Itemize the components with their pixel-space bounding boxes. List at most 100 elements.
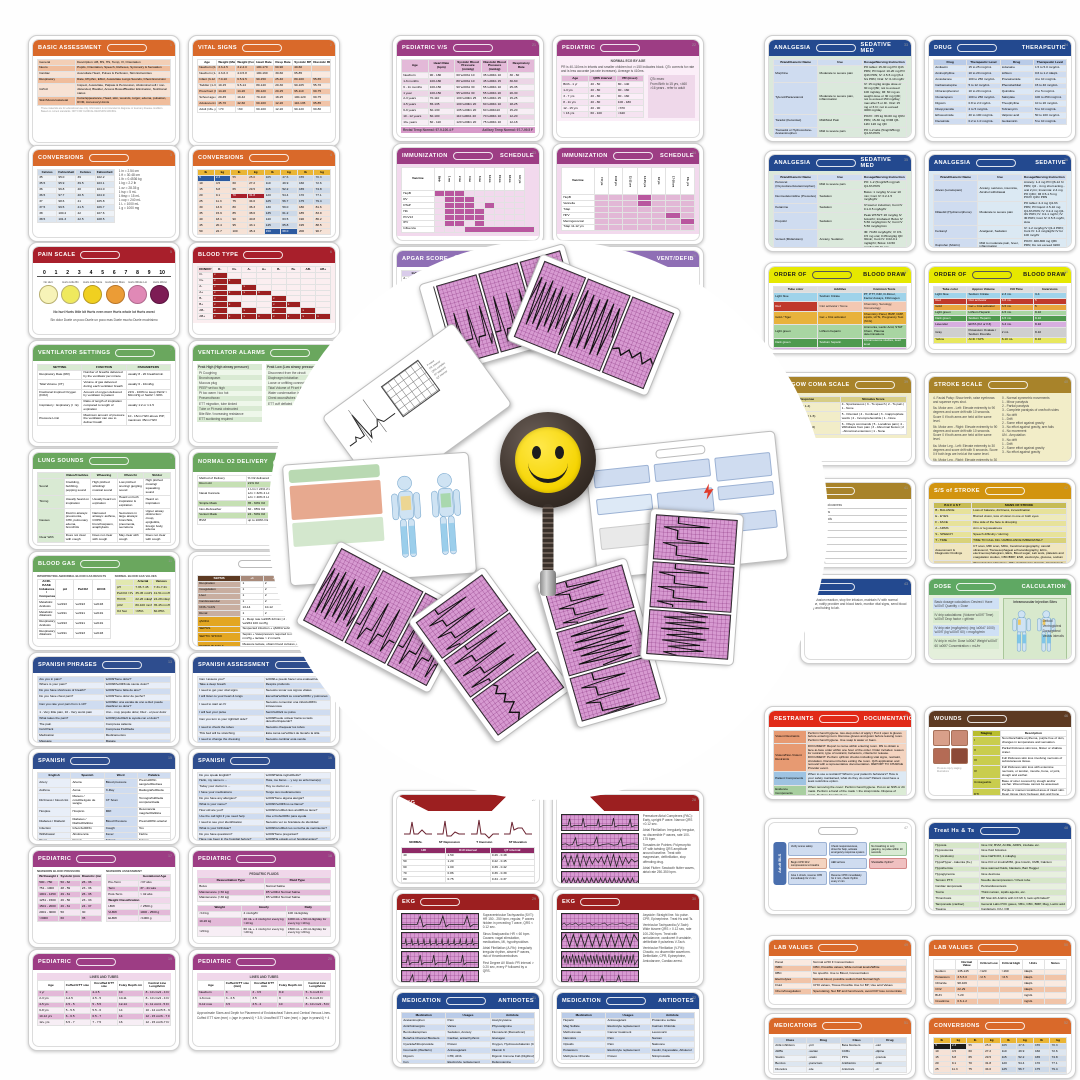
page-number: 2 (330, 43, 332, 47)
page-number: 40 (1064, 380, 1068, 384)
card-blood-gas[interactable]: BLOOD GAS 11 INTERPRETING ABNORMAL BLOOD… (28, 551, 180, 651)
therapeutic-levels-table: Drug Therapeutic Level Drug Therapeutic Lev… (932, 59, 1068, 125)
badge-slot (600, 44, 641, 52)
fan-ekg-measurement-card[interactable]: P wave PR interval QRS complex ST segment QT… (321, 322, 513, 500)
card-analgesia-1[interactable]: ANALGESIA SEDATIVE MED 33 Brand/Generic N… (764, 35, 916, 142)
badge-slot (978, 944, 1019, 952)
conversion-table-right: lb kg lb kg lb kg lb kg 5 2.3 55 25.0 105 47.6 155 70.… (933, 1037, 1067, 1074)
peds-lines-table-2: Age Cuffed ETT size (mm) Uncuffed ETT mm Fo… (197, 980, 331, 1009)
badge-slot (76, 958, 117, 966)
card-analgesia-2[interactable]: ANALGESIA SEDATIVE MED 35 Brand/Generic N… (764, 150, 916, 252)
page-number: 19 (168, 957, 172, 961)
badge-slot (655, 444, 706, 459)
card-lung-sounds[interactable]: LUNG SOUNDS 9 Rales/Crackles Wheezing Rhon… (28, 448, 180, 550)
badge-reel[interactable] (500, 412, 596, 596)
card-conversions-weight[interactable]: CONVERSIONS 4 lb kg lb kg lb kg lb kg 5 2.3 55 25.… (188, 145, 340, 242)
immunization-grid-1: Vaccine Birth 1 mo 2 mo 4 mo 6 mo 12 mo 15 mo 18… (401, 166, 536, 233)
page-number: 13 (168, 660, 172, 664)
ekg-wave-normal (403, 821, 432, 835)
card-ekg-rhythms-2[interactable]: EKG 29 Supraventricular Tachycardia (SVT… (392, 889, 544, 987)
card-lab-values-1[interactable]: LAB VALUES 49 Panel Normal at 50 F Concen… (764, 935, 916, 1009)
card-basic-assessment[interactable]: BASIC ASSESSMENT 1 General Description: A… (28, 35, 180, 147)
card-adult-bls[interactable]: 47 Adult BLS Verify scene safety Check r… (764, 818, 916, 915)
card-stroke-scale[interactable]: STROKE SCALE 40 4. Facial Palsy: Show te… (924, 372, 1076, 466)
fan-ekg-card-6[interactable] (639, 507, 745, 667)
restraints-table: Violent Restraints Perform hand hygiene, … (773, 729, 908, 795)
badge-slot (815, 44, 856, 52)
card-medication-antidotes-1[interactable]: MEDICATION ANTIDOTES 31 Medication Usages A… (392, 988, 544, 1068)
card-title: LAB VALUES (934, 945, 974, 951)
badge-slot (811, 271, 852, 279)
card-medication-antidotes-2[interactable]: MEDICATION ANTIDOTES 32 Medication Usages A… (552, 988, 704, 1068)
badge-slot (236, 958, 277, 966)
card-analgesia-3[interactable]: ANALGESIA SEDATIVE 36 Brand/Generic Name U… (924, 150, 1076, 252)
badge-slot (88, 457, 129, 465)
card-spanish-vocab[interactable]: SPANISH 15 English Spanish Word Palabra Art… (28, 748, 180, 845)
card-ventilator-settings[interactable]: VENTILATOR SETTINGS 7 SETTING FUNCTION PAR… (28, 340, 180, 447)
fan-ekg-card-5[interactable] (535, 556, 669, 730)
badge-slot (236, 855, 277, 863)
card-dose-calculation[interactable]: DOSE CALCULATION 44 Basic dosage calculat… (924, 574, 1076, 664)
page-number: 5 (170, 250, 172, 254)
card-treat-hs-ts[interactable]: Treat Hs & Ts 48 Hypoxia Give O2, BVM, AC… (924, 818, 1076, 915)
card-ekg-intervals[interactable]: EKG 27 NORMAL ST Depression T Inversion … (392, 790, 544, 888)
card-ss-of-stroke[interactable]: S/S of STROKE 42 B E F A S T SIGNS OF STR… (924, 478, 1076, 568)
card-pediatric-fluids[interactable]: PEDIATRIC 18 PEDIATRIC FLUIDS Resuscitat… (188, 846, 340, 948)
page-number: 37 (904, 270, 908, 274)
analgesia-table-3: Brand/Generic Name Use Dosage/Nursing Inst… (932, 174, 1068, 247)
badge-slot (957, 44, 998, 52)
card-header: BASIC ASSESSMENT (33, 40, 175, 56)
card-medications-suffix[interactable]: MEDICATIONS 51 Class Drug Class Drug ACE in… (764, 1013, 916, 1079)
card-title: LAB VALUES (774, 945, 814, 951)
card-drug-therapeutic[interactable]: DRUG THERAPEUTIC 34 Drug Therapeutic Level… (924, 35, 1076, 142)
fan-acls-algorithm-card[interactable] (583, 430, 789, 580)
card-spanish-phrases[interactable]: SPANISH PHRASES 13 Are you in pain? \u00b… (28, 652, 180, 747)
weight-conversion-table: lb kg lb kg lb kg lb kg 5 2.3 55 25.0 105 47.6 155 70.… (197, 169, 331, 235)
card-title: WOUNDS (934, 716, 962, 722)
card-restraints[interactable]: RESTRAINTS DOCUMENTATION 45 Violent Restr… (764, 706, 916, 800)
page-number: 30 (692, 897, 696, 901)
card-pediatric-vs[interactable]: PEDIATRIC V/S 21 Age Heart Rate (bpm) Syst… (392, 35, 544, 142)
fan-assessment-figure-card[interactable] (281, 451, 478, 587)
card-order-blood-draw-1[interactable]: ORDER OF BLOOD DRAW 37 Tube color Additive… (764, 262, 916, 354)
card-ekg-rhythms-1[interactable]: 28 Premature Atrial Complexes (PAC): Ear… (552, 790, 704, 888)
ecg-blurb: PR is 40-110ms in infants and smaller ch… (561, 65, 695, 74)
card-conversions-temp[interactable]: CONVERSIONS 3 Celsius Fahrenheit Celsius Fa… (28, 145, 180, 242)
spanish-vocab-table: English Spanish Word Palabra Artery Arteria B… (36, 772, 172, 840)
badge-slot (106, 44, 147, 52)
ekg-complex-diagram (348, 399, 396, 447)
blood-draw-order-table-2: Tube color Approx Volume Fill Time Inversio… (932, 286, 1068, 344)
ekg-wave-labels: NORMAL ST Depression T Inversion ST Elev… (409, 840, 527, 844)
badge-slot (580, 898, 621, 906)
card-title-right: BLOOD DRAW (1023, 272, 1066, 278)
page-number: 1 (170, 43, 172, 47)
card-pediatric-lines-2[interactable]: PEDIATRIC 20 LINES AND TUBES Age Cuffed E… (188, 949, 340, 1051)
page-number: 29 (532, 897, 536, 901)
card-pediatric-newborn[interactable]: PEDIATRIC 17 NEWBORN BLOOD PRESSURE Birt… (28, 846, 180, 948)
card-wounds[interactable]: WOUNDS 46 Pressure injury staging illust… (924, 706, 1076, 800)
badge-slot (80, 560, 121, 568)
fan-ekg-card-4[interactable] (407, 565, 573, 745)
card-conversions-right[interactable]: CONVERSIONS 52 lb kg lb kg lb kg lb kg 5 2.3 55 25… (924, 1013, 1076, 1079)
badge-slot (987, 381, 1028, 389)
card-pediatric-lines-1[interactable]: PEDIATRIC 19 LINES AND TUBES Age Cuffed E… (28, 949, 180, 1051)
badge-slot (88, 154, 129, 162)
card-title: SPANISH (198, 758, 226, 764)
card-blood-type[interactable]: BLOOD TYPE 6 DONOR \u2192O-O+A-A+B-B+AB-… (188, 242, 340, 339)
card-ekg-rhythms-3[interactable]: EKG 30 Asystole: Straight line. No pulse… (552, 889, 704, 987)
card-title: Treat Hs & Ts (934, 828, 975, 834)
card-pediatric-ecg[interactable]: PEDIATRIC 22 NORMAL ECG BY AGE PR is 40-… (552, 35, 704, 142)
card-pain-scale[interactable]: PAIN SCALE 5 0 1 2 3 4 5 6 7 8 9 10 No Hurt Hurts … (28, 242, 180, 339)
card-immunization-1[interactable]: IMMUNIZATION SCHEDULE 23 Vaccine Birth 1 mo… (392, 143, 544, 245)
badge-reel-hub[interactable] (500, 412, 596, 508)
fan-ekg-card-2[interactable] (505, 252, 683, 398)
card-spanish-intro[interactable]: SPANISH 16 Do you speak English? \u00bfHa… (188, 748, 340, 845)
card-order-blood-draw-2[interactable]: ORDER OF BLOOD DRAW 38 Tube color Approx V… (924, 262, 1076, 354)
page-number: 32 (692, 996, 696, 1000)
card-immunization-2[interactable]: IMMUNIZATION SCHEDULE 24 Vaccine 7-8 yrs 9-… (552, 143, 704, 245)
card-lab-values-2[interactable]: LAB VALUES 50 Normal Value Critical Low Cr… (924, 935, 1076, 1009)
page-number: 26 (692, 254, 696, 258)
spanish-assessment-table: Can I assess you? \u00bfLe puedo hacer un… (197, 676, 331, 742)
